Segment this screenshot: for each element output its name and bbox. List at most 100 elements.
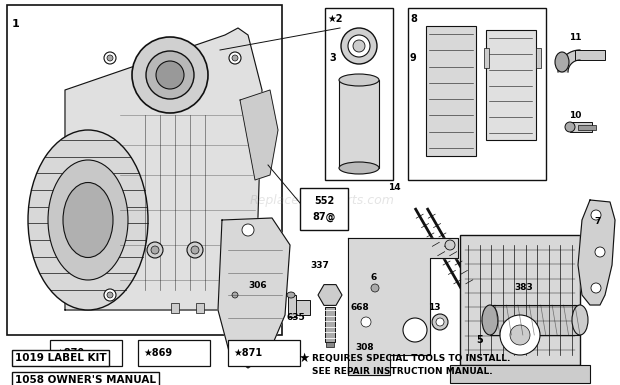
Circle shape (348, 35, 370, 57)
Polygon shape (558, 50, 580, 72)
Text: 337: 337 (311, 261, 329, 270)
Text: 11: 11 (569, 33, 582, 42)
Circle shape (104, 289, 116, 301)
Polygon shape (578, 200, 615, 305)
Text: 9: 9 (410, 53, 417, 63)
Circle shape (187, 242, 203, 258)
Bar (295, 300, 310, 315)
Bar (408, 8, 546, 180)
Circle shape (367, 280, 383, 296)
Ellipse shape (63, 182, 113, 258)
Text: ReplacementParts.com: ReplacementParts.com (250, 194, 395, 207)
Circle shape (107, 55, 113, 61)
Bar (138, 340, 210, 366)
Circle shape (132, 37, 208, 113)
Circle shape (432, 314, 448, 330)
Text: 1058 OWNER'S MANUAL: 1058 OWNER'S MANUAL (15, 375, 156, 385)
Text: 308: 308 (356, 343, 374, 353)
Ellipse shape (339, 74, 379, 86)
Circle shape (191, 246, 199, 254)
Circle shape (147, 242, 163, 258)
Bar (460, 235, 580, 365)
Ellipse shape (482, 305, 498, 335)
Text: 87@: 87@ (312, 212, 335, 222)
Bar (228, 340, 300, 366)
Circle shape (232, 292, 238, 298)
Text: ★: ★ (298, 352, 309, 365)
Circle shape (232, 55, 238, 61)
Text: 7: 7 (595, 218, 601, 226)
Text: 13: 13 (428, 303, 440, 313)
Circle shape (361, 317, 371, 327)
Bar (484, 48, 489, 68)
Bar (426, 26, 476, 156)
Bar (7, 5, 282, 335)
Bar (450, 365, 590, 383)
Text: 6: 6 (371, 273, 377, 283)
Text: 306: 306 (249, 281, 267, 290)
Circle shape (229, 52, 241, 64)
Ellipse shape (565, 122, 575, 132)
Polygon shape (348, 238, 458, 375)
Ellipse shape (28, 130, 148, 310)
Circle shape (500, 315, 540, 355)
Bar (486, 30, 536, 140)
Text: 1019 LABEL KIT: 1019 LABEL KIT (15, 353, 107, 363)
Text: 668: 668 (351, 303, 370, 313)
Ellipse shape (555, 52, 569, 72)
Text: 3: 3 (329, 53, 336, 63)
Circle shape (107, 292, 113, 298)
Circle shape (591, 210, 601, 220)
Circle shape (242, 349, 254, 361)
Circle shape (341, 28, 377, 64)
Bar (300, 188, 348, 230)
Circle shape (242, 224, 254, 236)
Text: ★2: ★2 (327, 14, 342, 24)
Text: 5: 5 (477, 335, 484, 345)
Bar (325, 307, 335, 342)
Circle shape (151, 246, 159, 254)
Bar (578, 125, 596, 130)
Bar (196, 303, 204, 313)
Polygon shape (240, 90, 278, 180)
Polygon shape (65, 28, 262, 310)
Bar (339, 80, 379, 168)
Circle shape (595, 247, 605, 257)
Ellipse shape (287, 292, 295, 298)
Bar (536, 48, 541, 68)
Text: ★871: ★871 (233, 348, 262, 358)
Text: 8: 8 (410, 14, 417, 24)
Bar (490, 305, 580, 335)
Circle shape (146, 51, 194, 99)
Circle shape (591, 283, 601, 293)
Circle shape (356, 312, 376, 332)
Ellipse shape (48, 160, 128, 280)
Text: ★870: ★870 (55, 348, 84, 358)
Text: ★869: ★869 (143, 348, 172, 358)
Circle shape (156, 61, 184, 89)
Text: SEE REPAIR INSTRUCTION MANUAL.: SEE REPAIR INSTRUCTION MANUAL. (312, 368, 493, 377)
Bar (50, 340, 122, 366)
Circle shape (403, 318, 427, 342)
Circle shape (353, 40, 365, 52)
Bar (326, 342, 334, 347)
Text: REQUIRES SPECIAL TOOLS TO INSTALL.: REQUIRES SPECIAL TOOLS TO INSTALL. (312, 353, 510, 363)
Circle shape (371, 284, 379, 292)
Circle shape (436, 318, 444, 326)
Circle shape (510, 325, 530, 345)
Ellipse shape (339, 162, 379, 174)
Circle shape (104, 52, 116, 64)
Circle shape (445, 240, 455, 250)
Circle shape (229, 289, 241, 301)
Text: 10: 10 (569, 110, 581, 119)
Text: 552: 552 (314, 196, 334, 206)
Bar (171, 303, 179, 313)
Text: 1: 1 (12, 19, 20, 29)
Bar (575, 50, 605, 60)
Bar (288, 295, 296, 317)
Text: 14: 14 (388, 184, 401, 192)
Bar (68, 375, 80, 385)
Bar (325, 8, 393, 180)
Text: 383: 383 (515, 283, 533, 293)
Bar (570, 122, 592, 132)
